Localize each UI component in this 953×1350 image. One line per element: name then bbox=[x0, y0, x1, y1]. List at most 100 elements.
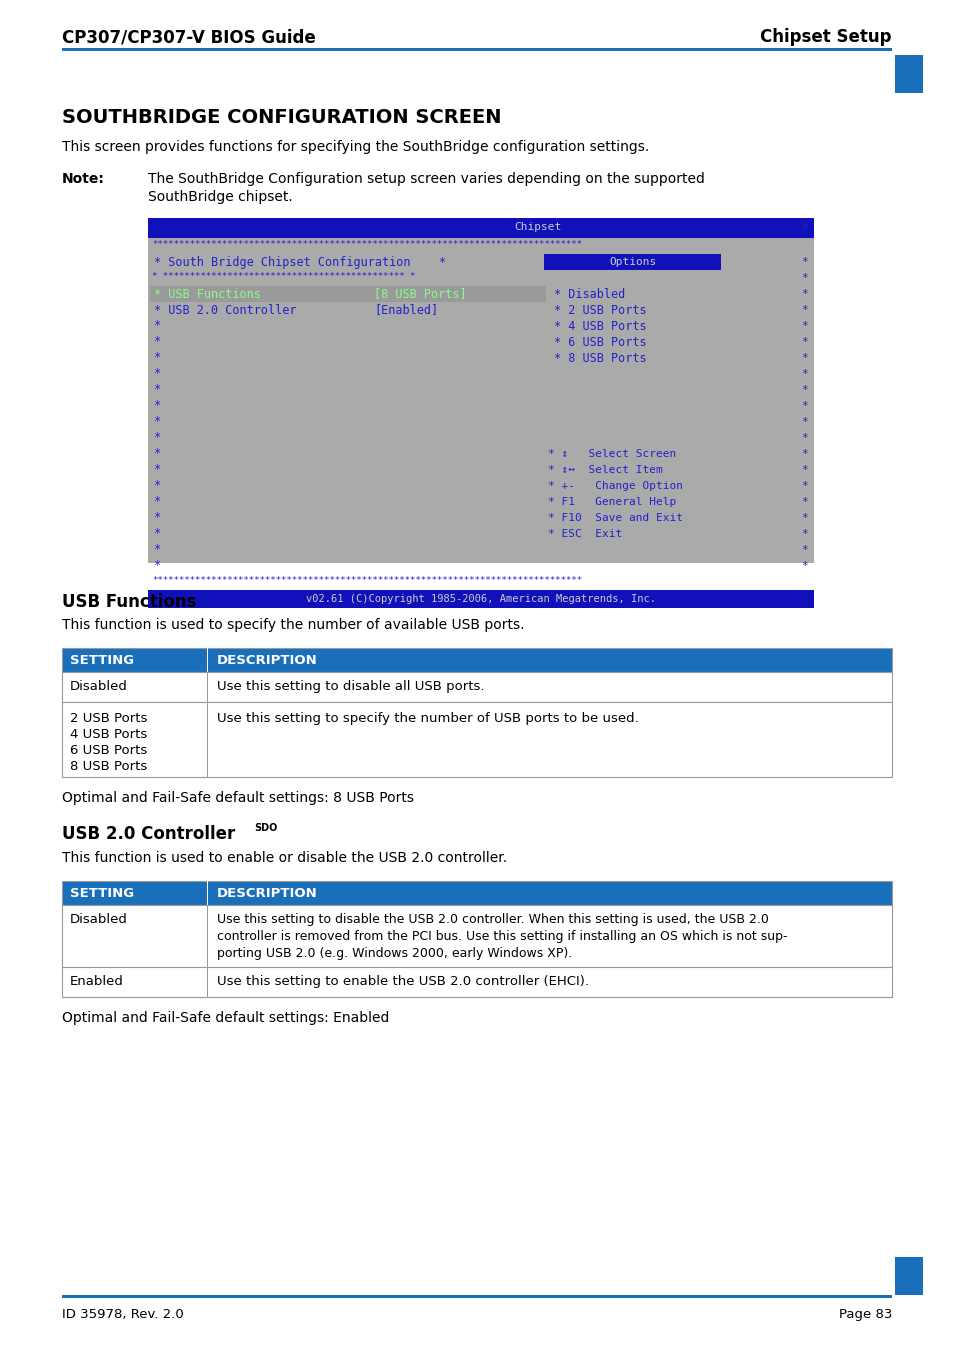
Bar bbox=[62, 1295, 891, 1297]
Text: * ESC  Exit: * ESC Exit bbox=[547, 529, 621, 539]
Text: *: * bbox=[153, 383, 161, 397]
Bar bbox=[148, 590, 813, 608]
Text: SDO: SDO bbox=[253, 824, 277, 833]
Text: ID 35978, Rev. 2.0: ID 35978, Rev. 2.0 bbox=[62, 1308, 184, 1322]
Text: *: * bbox=[153, 432, 161, 444]
Text: *: * bbox=[153, 351, 161, 364]
Text: *: * bbox=[153, 400, 161, 413]
Text: * 8 USB Ports: * 8 USB Ports bbox=[554, 351, 646, 364]
Bar bbox=[62, 672, 891, 702]
Text: *: * bbox=[801, 289, 807, 298]
Text: ********************************************************************************: ****************************************… bbox=[152, 576, 581, 585]
Text: Disabled: Disabled bbox=[70, 913, 128, 926]
Text: DESCRIPTION: DESCRIPTION bbox=[216, 887, 317, 900]
Text: *: * bbox=[153, 336, 161, 348]
Text: *: * bbox=[801, 401, 807, 410]
Text: * ↕↔  Select Item: * ↕↔ Select Item bbox=[547, 464, 661, 475]
Text: Options: Options bbox=[608, 256, 656, 267]
Text: *: * bbox=[153, 479, 161, 493]
Text: Chipset Setup: Chipset Setup bbox=[760, 28, 891, 46]
Text: *: * bbox=[801, 529, 807, 539]
Text: v02.61 (C)Copyright 1985-2006, American Megatrends, Inc.: v02.61 (C)Copyright 1985-2006, American … bbox=[306, 594, 656, 603]
Text: *: * bbox=[801, 369, 807, 379]
Text: *: * bbox=[153, 528, 161, 540]
Text: * F1   General Help: * F1 General Help bbox=[547, 497, 675, 508]
Text: *: * bbox=[801, 417, 807, 427]
Text: * Disabled: * Disabled bbox=[554, 288, 625, 301]
Bar bbox=[207, 702, 208, 778]
Text: * 6 USB Ports: * 6 USB Ports bbox=[554, 336, 646, 348]
Text: *: * bbox=[153, 416, 161, 428]
Bar bbox=[207, 648, 208, 672]
Text: controller is removed from the PCI bus. Use this setting if installing an OS whi: controller is removed from the PCI bus. … bbox=[216, 930, 786, 944]
Bar bbox=[894, 55, 923, 93]
Text: *: * bbox=[801, 352, 807, 363]
Text: Optimal and Fail-Safe default settings: Enabled: Optimal and Fail-Safe default settings: … bbox=[62, 1011, 389, 1025]
Text: *: * bbox=[801, 223, 807, 234]
Text: *: * bbox=[153, 512, 161, 525]
Text: Use this setting to disable the USB 2.0 controller. When this setting is used, t: Use this setting to disable the USB 2.0 … bbox=[216, 913, 768, 926]
Bar bbox=[62, 882, 891, 905]
Text: * USB Functions: * USB Functions bbox=[153, 288, 260, 301]
Bar bbox=[544, 254, 720, 270]
Text: * South Bridge Chipset Configuration: * South Bridge Chipset Configuration bbox=[153, 256, 410, 269]
Text: * +-   Change Option: * +- Change Option bbox=[547, 481, 682, 491]
Bar bbox=[62, 967, 891, 998]
Text: SOUTHBRIDGE CONFIGURATION SCREEN: SOUTHBRIDGE CONFIGURATION SCREEN bbox=[62, 108, 501, 127]
Text: *: * bbox=[801, 385, 807, 396]
Text: *: * bbox=[801, 481, 807, 491]
Text: *: * bbox=[801, 321, 807, 331]
Text: SouthBridge chipset.: SouthBridge chipset. bbox=[148, 190, 293, 204]
Text: *: * bbox=[153, 463, 161, 477]
Text: 4 USB Ports: 4 USB Ports bbox=[70, 728, 147, 741]
Text: Page 83: Page 83 bbox=[838, 1308, 891, 1322]
Text: USB Functions: USB Functions bbox=[62, 593, 196, 612]
Bar bbox=[207, 882, 208, 905]
Bar bbox=[62, 702, 891, 778]
Text: The SouthBridge Configuration setup screen varies depending on the supported: The SouthBridge Configuration setup scre… bbox=[148, 171, 704, 186]
Text: Optimal and Fail-Safe default settings: 8 USB Ports: Optimal and Fail-Safe default settings: … bbox=[62, 791, 414, 805]
Text: This function is used to specify the number of available USB ports.: This function is used to specify the num… bbox=[62, 618, 524, 632]
Bar bbox=[148, 217, 813, 563]
Text: This function is used to enable or disable the USB 2.0 controller.: This function is used to enable or disab… bbox=[62, 850, 507, 865]
Bar bbox=[62, 49, 891, 50]
Text: *: * bbox=[801, 433, 807, 443]
Text: 6 USB Ports: 6 USB Ports bbox=[70, 744, 147, 757]
Text: *: * bbox=[153, 367, 161, 381]
Text: Enabled: Enabled bbox=[70, 975, 124, 988]
Text: This screen provides functions for specifying the SouthBridge configuration sett: This screen provides functions for speci… bbox=[62, 140, 649, 154]
Text: SETTING: SETTING bbox=[70, 653, 134, 667]
Text: *: * bbox=[801, 513, 807, 522]
Text: * 2 USB Ports: * 2 USB Ports bbox=[554, 304, 646, 316]
Text: DESCRIPTION: DESCRIPTION bbox=[216, 653, 317, 667]
Text: *: * bbox=[801, 450, 807, 459]
Text: *: * bbox=[801, 305, 807, 315]
Text: ********************************************************************************: ****************************************… bbox=[152, 240, 581, 248]
Bar bbox=[207, 672, 208, 702]
Bar bbox=[62, 648, 891, 672]
Text: *: * bbox=[153, 559, 161, 572]
Text: *: * bbox=[801, 256, 807, 267]
Text: * USB 2.0 Controller: * USB 2.0 Controller bbox=[153, 304, 296, 316]
Bar bbox=[207, 967, 208, 998]
Text: Use this setting to specify the number of USB ports to be used.: Use this setting to specify the number o… bbox=[216, 711, 639, 725]
Text: SETTING: SETTING bbox=[70, 887, 134, 900]
Text: *: * bbox=[153, 544, 161, 556]
Text: Use this setting to enable the USB 2.0 controller (EHCI).: Use this setting to enable the USB 2.0 c… bbox=[216, 975, 588, 988]
Bar bbox=[150, 286, 546, 302]
Text: *: * bbox=[801, 464, 807, 475]
Text: *: * bbox=[153, 256, 446, 269]
Text: *: * bbox=[801, 545, 807, 555]
Text: [8 USB Ports]: [8 USB Ports] bbox=[374, 288, 466, 301]
Text: [Enabled]: [Enabled] bbox=[374, 304, 437, 316]
Text: *: * bbox=[153, 447, 161, 460]
Text: *: * bbox=[153, 495, 161, 509]
Text: Chipset: Chipset bbox=[514, 221, 561, 232]
Text: CP307/CP307-V BIOS Guide: CP307/CP307-V BIOS Guide bbox=[62, 28, 315, 46]
Text: Disabled: Disabled bbox=[70, 680, 128, 693]
Text: * 4 USB Ports: * 4 USB Ports bbox=[554, 320, 646, 332]
Text: porting USB 2.0 (e.g. Windows 2000, early Windows XP).: porting USB 2.0 (e.g. Windows 2000, earl… bbox=[216, 946, 572, 960]
Bar bbox=[894, 1257, 923, 1295]
Text: 8 USB Ports: 8 USB Ports bbox=[70, 760, 147, 774]
Text: * F10  Save and Exit: * F10 Save and Exit bbox=[547, 513, 682, 522]
